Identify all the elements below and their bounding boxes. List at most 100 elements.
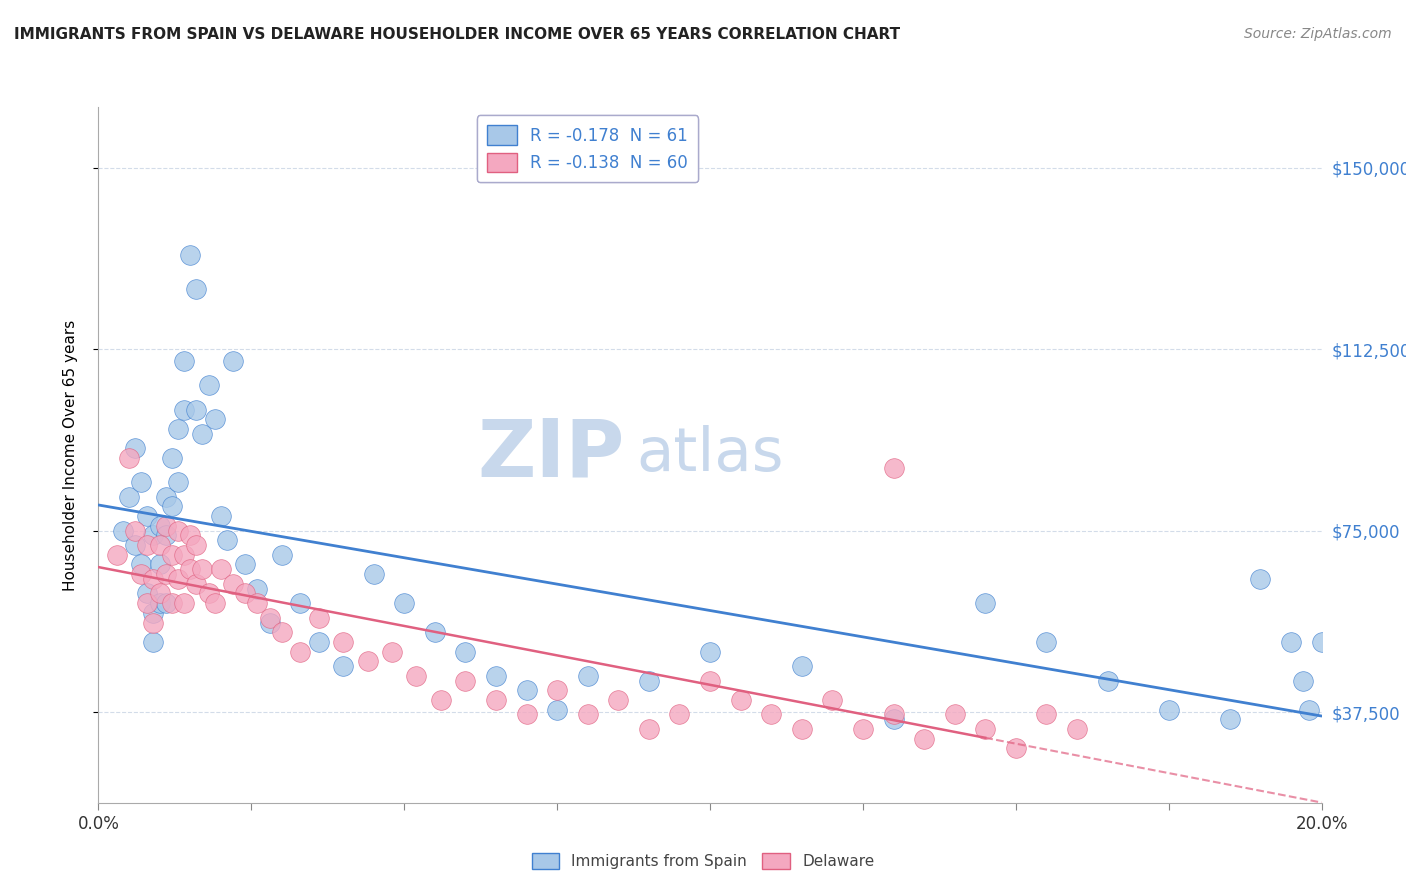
Point (454, 644, 477, 658)
Legend: R = -0.178  N = 61, R = -0.138  N = 60: R = -0.178 N = 61, R = -0.138 N = 60 (477, 115, 699, 182)
Point (259, 615, 281, 630)
Point (381, 644, 404, 658)
Point (105, 548, 128, 562)
Point (883, 712, 905, 726)
Point (405, 669, 427, 683)
Point (167, 422, 190, 436)
Point (173, 402, 195, 417)
Point (270, 625, 292, 640)
Point (699, 673, 721, 688)
Point (1004, 741, 1026, 756)
Point (246, 582, 269, 596)
Point (118, 450, 141, 465)
Point (167, 524, 190, 538)
Point (186, 281, 208, 295)
Point (111, 524, 134, 538)
Point (142, 635, 165, 649)
Point (1249, 572, 1271, 586)
Point (197, 378, 219, 392)
Point (883, 460, 905, 475)
Point (1219, 712, 1241, 726)
Point (430, 693, 453, 707)
Point (186, 538, 208, 552)
Point (637, 722, 661, 736)
Point (209, 562, 232, 576)
Point (270, 548, 292, 562)
Point (852, 722, 875, 736)
Point (136, 509, 159, 524)
Point (129, 558, 152, 572)
Point (155, 528, 177, 542)
Point (129, 475, 152, 490)
Point (576, 707, 599, 722)
Point (155, 596, 177, 610)
Point (160, 548, 183, 562)
Point (485, 693, 508, 707)
Point (392, 596, 416, 610)
Point (1066, 722, 1088, 736)
Point (222, 576, 245, 591)
Point (149, 538, 172, 552)
Point (179, 562, 201, 576)
Point (222, 354, 245, 368)
Point (308, 610, 330, 624)
Point (308, 635, 330, 649)
Point (290, 644, 312, 658)
Point (136, 596, 159, 610)
Point (155, 490, 177, 504)
Point (179, 528, 201, 542)
Point (485, 669, 508, 683)
Point (197, 586, 219, 600)
Point (1097, 673, 1119, 688)
Point (160, 596, 183, 610)
Point (974, 722, 997, 736)
Point (1310, 635, 1333, 649)
Point (821, 693, 844, 707)
Point (607, 693, 630, 707)
Point (546, 683, 568, 698)
Point (167, 475, 190, 490)
Text: atlas: atlas (637, 425, 785, 484)
Point (974, 596, 997, 610)
Point (179, 247, 201, 261)
Point (883, 707, 905, 722)
Point (204, 596, 226, 610)
Point (1157, 703, 1180, 717)
Point (1279, 635, 1302, 649)
Point (699, 644, 721, 658)
Point (173, 596, 195, 610)
Point (943, 707, 966, 722)
Point (186, 576, 208, 591)
Point (233, 586, 256, 600)
Point (142, 606, 165, 620)
Point (129, 567, 152, 582)
Point (209, 509, 232, 524)
Point (259, 610, 281, 624)
Point (516, 707, 538, 722)
Point (124, 442, 146, 456)
Point (173, 548, 195, 562)
Point (118, 490, 141, 504)
Point (546, 703, 568, 717)
Point (136, 538, 159, 552)
Point (142, 528, 165, 542)
Point (1292, 673, 1315, 688)
Point (454, 673, 477, 688)
Point (173, 354, 195, 368)
Point (142, 615, 165, 630)
Point (155, 567, 177, 582)
Point (246, 596, 269, 610)
Point (124, 524, 146, 538)
Point (124, 538, 146, 552)
Point (215, 533, 238, 548)
Point (363, 567, 385, 582)
Point (142, 572, 165, 586)
Point (155, 518, 177, 533)
Point (790, 659, 813, 673)
Point (759, 707, 782, 722)
Point (576, 669, 599, 683)
Point (730, 693, 752, 707)
Point (186, 402, 208, 417)
Point (160, 450, 183, 465)
Point (136, 586, 159, 600)
